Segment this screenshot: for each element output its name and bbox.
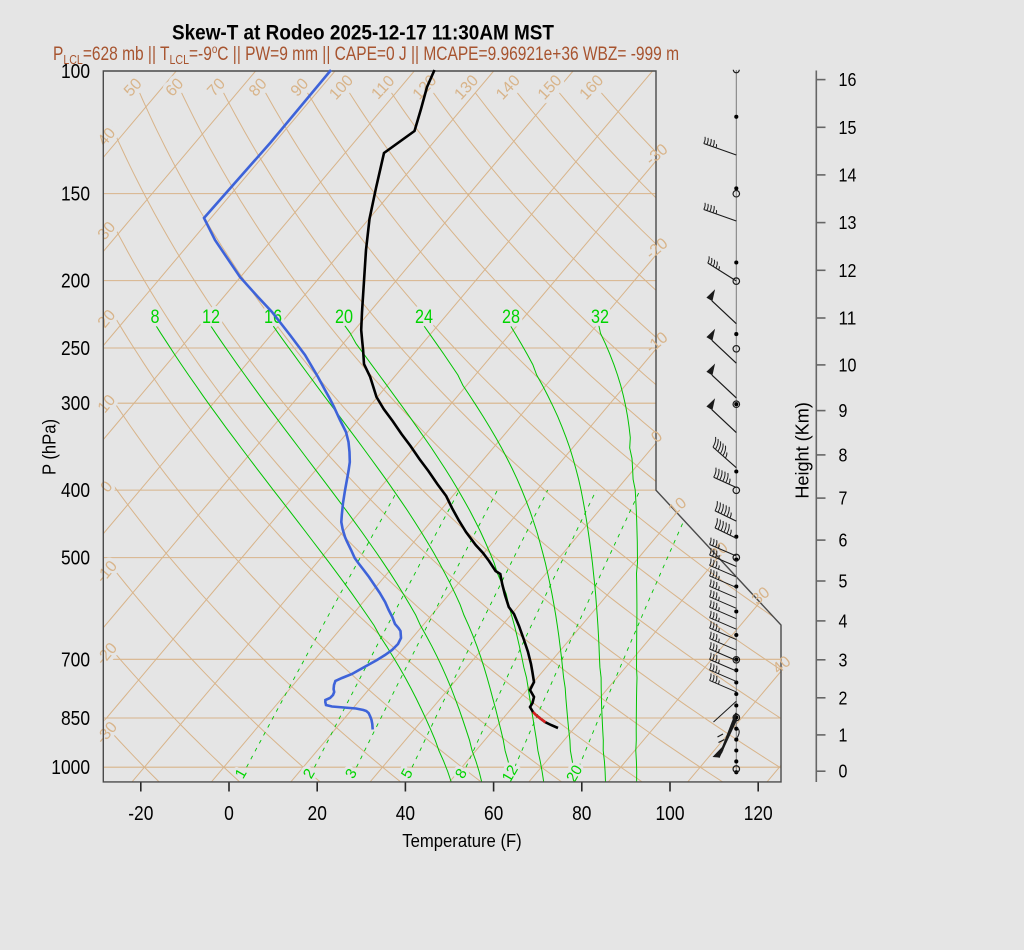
svg-text:12: 12 [202,307,220,328]
svg-text:1: 1 [839,724,848,745]
svg-text:700: 700 [61,649,90,671]
svg-text:28: 28 [502,307,520,328]
svg-text:PLCL=628 mb || TLCL=-9oC || PW: PLCL=628 mb || TLCL=-9oC || PW=9 mm || C… [53,42,679,67]
svg-text:Skew-T at Rodeo 2025-12-17 11:: Skew-T at Rodeo 2025-12-17 11:30AM MST [172,22,554,45]
svg-text:5: 5 [839,571,848,592]
svg-text:Temperature (F): Temperature (F) [402,831,522,851]
svg-text:80: 80 [572,803,591,825]
svg-text:24: 24 [415,307,433,328]
svg-text:16: 16 [264,307,282,328]
svg-text:15: 15 [839,117,857,138]
svg-text:20: 20 [308,803,327,825]
svg-text:-20: -20 [128,803,153,825]
svg-text:0: 0 [224,803,234,825]
svg-text:3: 3 [839,649,848,670]
svg-text:0: 0 [839,761,848,782]
svg-text:2: 2 [839,687,848,708]
svg-text:120: 120 [744,803,773,825]
svg-text:P (hPa): P (hPa) [40,419,60,475]
svg-text:100: 100 [656,803,685,825]
svg-text:1000: 1000 [51,757,90,779]
svg-text:150: 150 [61,184,90,206]
svg-text:8: 8 [839,444,848,465]
svg-text:200: 200 [61,271,90,293]
svg-text:10: 10 [839,354,857,375]
svg-text:16: 16 [839,69,857,90]
svg-text:11: 11 [839,308,857,329]
svg-text:300: 300 [61,393,90,415]
svg-text:32: 32 [591,307,609,328]
svg-text:20: 20 [335,307,353,328]
svg-text:4: 4 [839,610,848,631]
svg-text:7: 7 [839,488,848,509]
svg-text:9: 9 [839,400,848,421]
svg-text:14: 14 [839,164,857,185]
svg-text:100: 100 [61,61,90,83]
svg-text:250: 250 [61,338,90,360]
svg-text:400: 400 [61,480,90,502]
svg-text:40: 40 [396,803,415,825]
svg-text:850: 850 [61,708,90,730]
svg-text:500: 500 [61,548,90,570]
svg-text:12: 12 [839,260,857,281]
svg-text:13: 13 [839,212,857,233]
svg-text:6: 6 [839,530,848,551]
svg-text:8: 8 [151,307,160,328]
svg-text:Height (Km): Height (Km) [793,402,813,499]
svg-text:60: 60 [484,803,503,825]
